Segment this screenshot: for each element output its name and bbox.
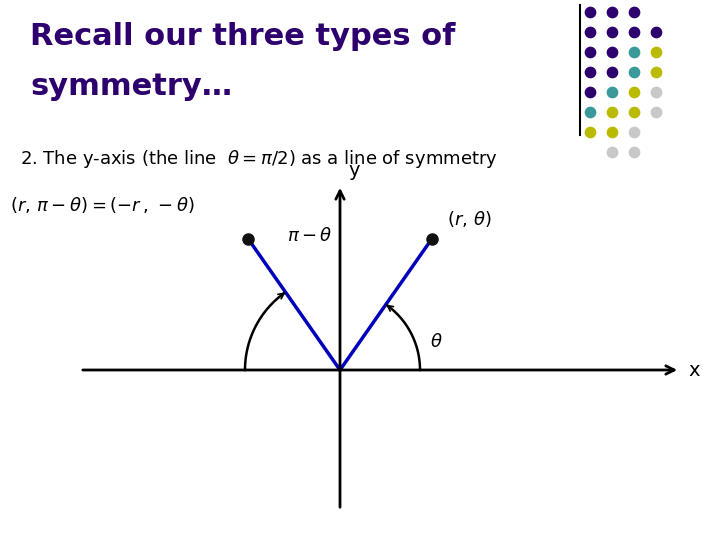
Point — [629, 68, 640, 76]
Point — [629, 127, 640, 136]
Text: $\pi-\theta$: $\pi-\theta$ — [287, 227, 333, 245]
Point — [650, 87, 662, 96]
Point — [650, 48, 662, 56]
Point — [650, 107, 662, 116]
Text: 2. The y-axis (the line  $\theta = \pi/2$) as a line of symmetry: 2. The y-axis (the line $\theta = \pi/2$… — [20, 148, 498, 170]
Text: Recall our three types of: Recall our three types of — [30, 22, 455, 51]
Text: y: y — [348, 161, 359, 180]
Point — [629, 28, 640, 36]
Point — [606, 68, 618, 76]
Point — [584, 8, 595, 16]
Point — [606, 127, 618, 136]
Text: $\theta$: $\theta$ — [430, 333, 442, 351]
Point — [584, 28, 595, 36]
Text: $(r,\, \theta)$: $(r,\, \theta)$ — [447, 209, 492, 229]
Point — [629, 48, 640, 56]
Point — [584, 87, 595, 96]
Point — [584, 68, 595, 76]
Point — [606, 8, 618, 16]
Point — [650, 68, 662, 76]
Point — [606, 107, 618, 116]
Point — [606, 48, 618, 56]
Point — [606, 87, 618, 96]
Point — [629, 8, 640, 16]
Text: x: x — [688, 361, 700, 380]
Point — [606, 28, 618, 36]
Text: $(r,\, \pi-\theta) = (-r\,,\,-\theta)$: $(r,\, \pi-\theta) = (-r\,,\,-\theta)$ — [10, 195, 195, 215]
Text: symmetry…: symmetry… — [30, 72, 232, 101]
Point — [584, 127, 595, 136]
Point — [629, 107, 640, 116]
Point — [650, 28, 662, 36]
Point — [584, 48, 595, 56]
Point — [629, 147, 640, 156]
Point — [584, 107, 595, 116]
Point — [606, 147, 618, 156]
Point — [629, 87, 640, 96]
